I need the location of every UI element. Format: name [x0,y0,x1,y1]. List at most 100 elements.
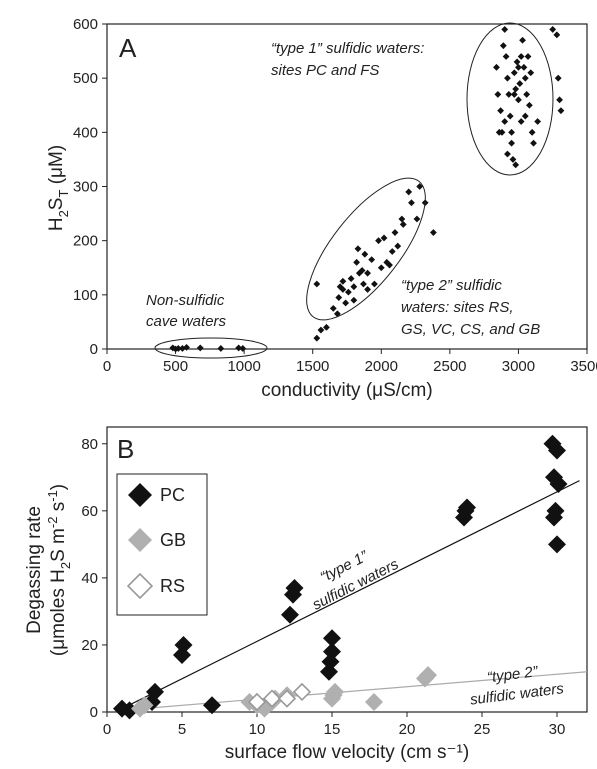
a-x-tick-label: 0 [103,358,111,375]
b-data-point-pc [203,696,221,715]
a-data-point [508,139,515,147]
a-data-point [499,42,507,50]
a-data-point [179,345,186,352]
b-data-point-gb [419,666,437,685]
a-data-point [557,107,565,115]
a-data-point [172,345,179,353]
panel-a-x-axis-label: conductivity (μS/cm) [261,380,432,401]
a-data-point [313,334,321,342]
b-data-point-gb [365,692,383,711]
b-data-point-rs [277,689,297,708]
a-data-point [524,53,532,60]
a-data-point [526,101,533,109]
panel-b: B 0 5 10 15 20 25 30 0 20 40 60 80 surface flow ve… [24,426,588,763]
a-data-point [519,36,526,44]
a-data-point [339,286,347,293]
a-data-point [504,74,511,82]
b-y-tick-label: 20 [81,637,98,654]
panel-a-y-axis-label: H2ST (μM) [46,145,71,231]
b-data-point-pc [323,629,341,648]
a-data-point [361,250,369,258]
b-y-tick-label: 40 [81,570,98,587]
a-data-point [515,63,522,71]
a-data-point [371,280,378,288]
a-data-point [509,156,517,163]
type1-fit-annotation: “type 1” sulfidic waters [300,537,402,614]
a-data-point [375,237,382,245]
a-x-tick-label: 1500 [296,358,329,375]
b-data-point-pc [146,682,164,701]
a-data-point [515,96,522,104]
a-data-point [358,267,366,274]
b-y-tick-label: 60 [81,503,98,520]
a-data-point [501,26,509,33]
a-data-point [510,91,518,98]
a-data-point [380,234,388,242]
a-data-point [493,63,500,71]
a-data-point [505,91,513,98]
a-x-tick-label: 1000 [227,358,260,375]
a-x-tick-label: 2000 [365,358,398,375]
non-sulfidic-ellipse [154,337,268,359]
legend-item-rs: RS [126,572,185,600]
panel-b-x-ticks: 0 5 10 15 20 25 30 [103,712,565,738]
a-data-point [339,277,347,285]
a-data-point [520,63,528,71]
b-y-tick-label: 80 [81,436,98,453]
a-data-point [334,310,341,318]
a-data-point [416,183,424,190]
a-data-point [239,345,247,352]
a-y-tick-label: 0 [90,341,98,358]
a-data-point [368,256,376,264]
a-y-tick-label: 500 [73,70,98,87]
b-x-tick-label: 10 [249,721,266,738]
b-data-point-pc [549,475,568,493]
a-data-point [169,344,177,352]
a-data-point [534,118,542,125]
legend-gb-marker [128,528,152,552]
a-data-point [347,275,355,282]
a-data-point [398,215,406,223]
a-data-point [530,139,537,147]
a-data-point [513,58,521,66]
a-data-point [521,112,529,120]
type2-ellipse [306,177,426,321]
a-data-point [354,245,362,253]
a-y-tick-label: 200 [73,233,98,250]
b-data-point-pc [285,578,304,597]
panel-b-x-axis-label: surface flow velocity (cm s⁻¹) [225,742,469,763]
a-x-tick-label: 3000 [502,358,535,375]
a-data-point [504,150,511,158]
panel-a-y-ticks: 0 100 200 300 400 500 600 [73,16,107,358]
legend: PC GB RS [116,473,208,616]
a-data-point [549,26,557,33]
a-data-point [506,112,514,120]
a-data-point [388,248,396,255]
a-data-point [523,91,531,98]
a-data-point [323,323,330,331]
a-y-tick-label: 600 [73,16,98,33]
b-data-point-pc [458,498,476,517]
a-data-point [516,80,524,87]
b-x-tick-label: 0 [103,721,111,738]
b-data-point-pc [548,535,566,554]
a-data-point [405,188,413,196]
a-data-point [408,199,415,207]
panel-b-points [113,434,568,720]
a-data-point [235,344,243,352]
legend-item-pc: PC [128,483,185,507]
a-data-point [517,118,525,125]
b-x-tick-label: 20 [399,721,416,738]
fit-line [121,671,588,711]
b-x-tick-label: 25 [474,721,491,738]
legend-pc-marker [128,483,152,507]
a-data-point [386,261,393,269]
b-data-point-pc [545,508,563,527]
a-data-point [556,96,563,104]
a-data-point [364,269,371,277]
a-data-point [495,128,503,136]
b-data-point-rs [262,689,282,708]
panel-b-y-axis-label-line2: (μmoles H2S m-2 s-1) [45,484,73,656]
